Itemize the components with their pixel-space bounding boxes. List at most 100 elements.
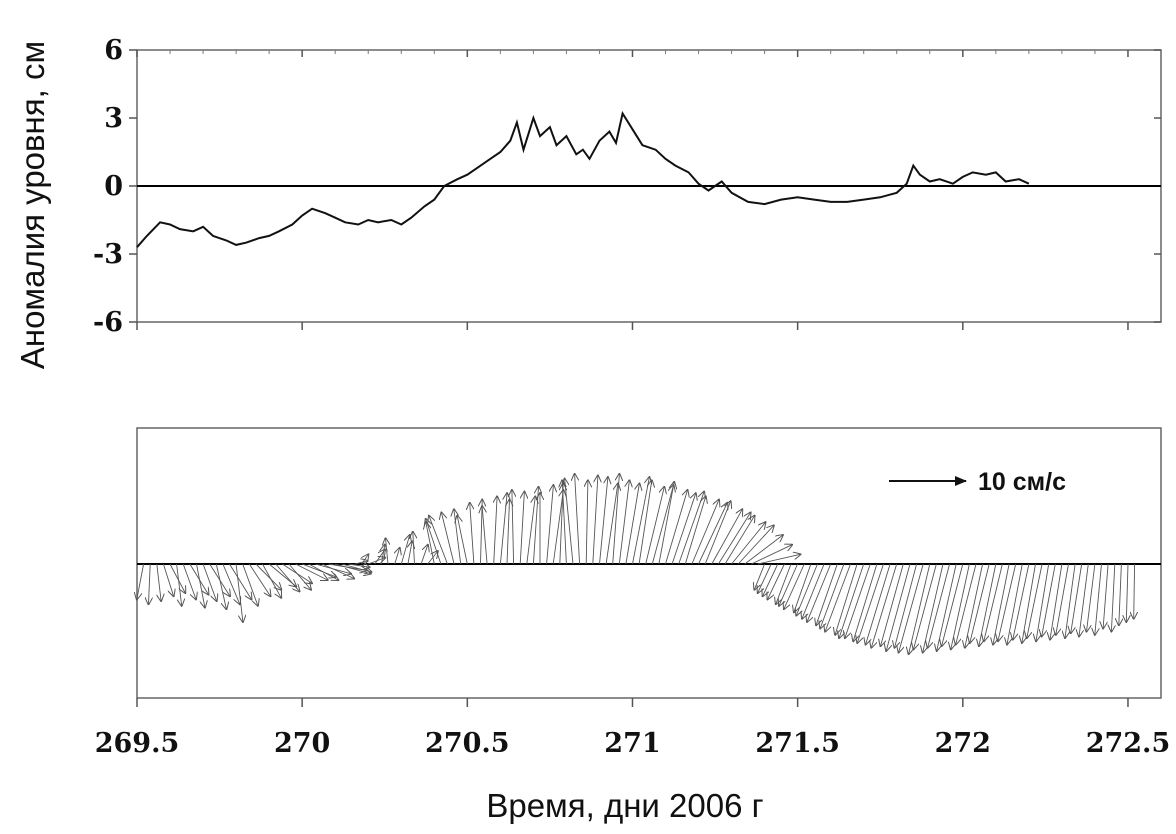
current-vector (176, 563, 182, 606)
current-vector (965, 563, 984, 648)
x-tick-labels: 269.5 270 270.5 271 271.5 272 272.5 (95, 728, 1171, 759)
current-vector (784, 563, 805, 609)
current-vector (796, 563, 818, 616)
current-vector (684, 496, 705, 565)
x-axis-label: Время, дни 2006 г (486, 787, 763, 824)
current-vector (1079, 563, 1089, 636)
current-panel-ticks (136, 698, 1129, 707)
current-vector (605, 484, 618, 565)
current-vector (341, 563, 372, 572)
current-vector (348, 564, 369, 567)
current-vector (704, 501, 730, 565)
x-tick-label: 271.5 (755, 728, 840, 759)
current-vector (956, 563, 977, 645)
current-vector (763, 563, 779, 596)
current-vector (302, 563, 336, 577)
current-vector (751, 545, 792, 565)
current-vector (1007, 563, 1023, 645)
current-vector (532, 487, 538, 565)
current-vector (222, 563, 240, 604)
current-vector (1027, 563, 1043, 638)
current-vector (886, 563, 911, 651)
current-vector (651, 485, 673, 565)
current-vector (494, 496, 497, 565)
current-vectors (137, 474, 1135, 654)
current-vector (242, 563, 258, 606)
current-vector (512, 490, 514, 565)
current-vector (1013, 563, 1030, 640)
current-vector (779, 563, 799, 606)
scale-vector-label: 10 см/с (978, 468, 1066, 496)
current-vector (262, 563, 282, 598)
current-vector (758, 563, 772, 593)
current-vector (612, 474, 620, 565)
level-panel-ticks (129, 49, 1161, 330)
current-vector (162, 563, 173, 596)
current-vector (1022, 563, 1036, 643)
current-vector (586, 480, 588, 565)
current-vector (441, 513, 455, 565)
level-y-tick-labels: 6 3 0 -3 -6 (93, 35, 123, 338)
current-vector (137, 563, 145, 599)
current-vector (928, 563, 951, 648)
x-tick-label: 271 (604, 728, 660, 759)
current-vector (618, 480, 629, 565)
x-tick-label: 270 (274, 728, 330, 759)
current-vector (768, 563, 785, 599)
current-vector (308, 563, 339, 580)
level-panel: 6 3 0 -3 -6 Аномалия уровня, см (14, 35, 1162, 369)
x-tick-label: 272 (935, 728, 991, 759)
current-vector (993, 563, 1010, 645)
scale-vector: 10 см/с (889, 468, 1066, 496)
current-vector (909, 563, 931, 654)
level-y-tick-label: 6 (104, 35, 123, 66)
current-vector (857, 563, 884, 643)
current-vector (321, 563, 354, 579)
current-vector (1119, 563, 1122, 625)
current-vector (429, 516, 448, 565)
y-axis-label: Аномалия уровня, см (14, 41, 51, 369)
current-vector (408, 542, 412, 565)
level-y-tick-label: 3 (104, 103, 123, 134)
current-vector (470, 503, 475, 565)
current-vector (288, 563, 311, 590)
current-vector (1042, 563, 1056, 636)
current-vector (665, 490, 688, 565)
current-vector (1087, 563, 1096, 632)
current-vector (1103, 563, 1109, 628)
current-vector (275, 563, 300, 591)
x-tick-label: 270.5 (425, 728, 510, 759)
current-vector (215, 563, 226, 609)
x-tick-label: 272.5 (1086, 728, 1171, 759)
level-y-tick-label: -3 (93, 239, 123, 270)
current-vector (754, 563, 766, 590)
current-vector (255, 563, 281, 590)
current-vector (645, 487, 665, 565)
current-vector (951, 563, 970, 649)
current-panel: 10 см/с 269.5 270 270.5 271 271.5 272 272.5 Вр… (95, 427, 1171, 824)
current-vector (599, 477, 608, 565)
current-vector (937, 563, 957, 651)
current-vector (499, 493, 507, 565)
current-vector (1134, 563, 1135, 619)
current-vector (202, 563, 217, 601)
current-vector (737, 525, 774, 565)
x-tick-label: 269.5 (95, 728, 180, 759)
current-vector (413, 532, 415, 565)
current-vector (507, 500, 510, 565)
current-vector (711, 509, 743, 565)
current-vector (395, 548, 400, 565)
current-vector (592, 476, 598, 565)
current-vector (914, 563, 937, 649)
current-vector (731, 522, 766, 565)
current-vector (546, 485, 554, 565)
current-vector (691, 500, 719, 565)
current-vector (853, 563, 878, 641)
current-vector (149, 563, 151, 604)
current-vector (998, 563, 1017, 641)
current-vector (835, 563, 858, 635)
current-vector (899, 563, 924, 653)
current-vector (1065, 563, 1076, 638)
current-vector (457, 516, 468, 565)
current-vector (1095, 563, 1102, 635)
